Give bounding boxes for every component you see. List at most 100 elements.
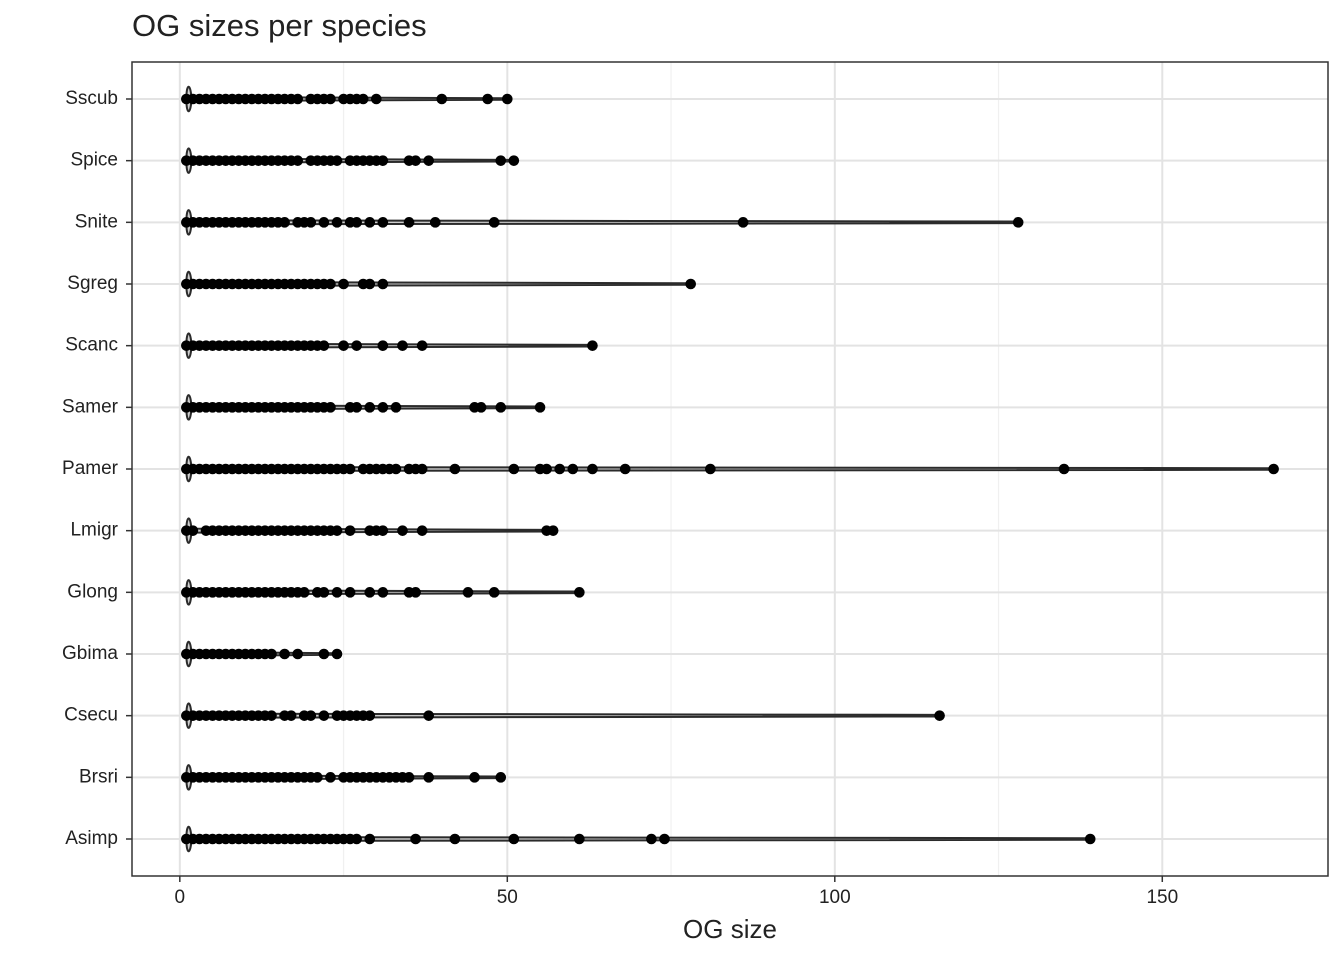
point bbox=[659, 833, 670, 845]
point bbox=[390, 463, 402, 475]
point bbox=[574, 587, 585, 598]
point bbox=[377, 340, 389, 351]
species-row bbox=[181, 517, 559, 544]
point bbox=[279, 217, 290, 228]
point bbox=[364, 402, 376, 413]
point bbox=[508, 463, 520, 475]
point bbox=[416, 340, 428, 351]
species-row bbox=[181, 332, 598, 359]
point bbox=[449, 463, 461, 475]
point bbox=[377, 155, 389, 166]
point bbox=[338, 278, 349, 290]
point bbox=[397, 525, 408, 536]
point bbox=[318, 648, 330, 660]
point bbox=[403, 217, 415, 228]
point bbox=[325, 93, 336, 105]
y-tick-label: Sgreg bbox=[67, 273, 118, 294]
point bbox=[377, 402, 389, 413]
point bbox=[305, 710, 317, 721]
y-tick-label: Lmigr bbox=[70, 520, 118, 541]
point bbox=[429, 217, 441, 228]
point bbox=[705, 463, 716, 475]
point bbox=[416, 463, 428, 475]
point bbox=[364, 710, 376, 721]
point bbox=[508, 155, 520, 166]
point bbox=[377, 217, 389, 228]
point bbox=[619, 463, 631, 475]
point bbox=[266, 648, 277, 660]
point bbox=[377, 525, 389, 536]
point bbox=[462, 587, 474, 598]
point bbox=[436, 93, 448, 105]
point bbox=[331, 217, 343, 228]
point bbox=[587, 340, 598, 351]
point bbox=[305, 217, 317, 228]
point bbox=[934, 710, 945, 721]
point bbox=[737, 217, 749, 228]
point bbox=[318, 217, 330, 228]
point bbox=[279, 648, 290, 660]
species-row bbox=[181, 825, 1096, 853]
y-tick-label: Brsri bbox=[79, 766, 118, 787]
x-axis-title: OG size bbox=[683, 914, 777, 944]
point bbox=[495, 155, 507, 166]
point bbox=[331, 155, 343, 166]
y-tick-label: Pamer bbox=[62, 458, 119, 479]
point bbox=[1058, 463, 1070, 475]
panel-border bbox=[131, 61, 1329, 877]
point bbox=[331, 587, 343, 598]
point bbox=[410, 587, 421, 598]
y-tick-label: Spice bbox=[70, 150, 118, 171]
species-row bbox=[181, 209, 1024, 236]
point bbox=[325, 278, 336, 290]
point bbox=[344, 463, 356, 475]
point bbox=[449, 833, 461, 845]
point bbox=[285, 710, 297, 721]
point bbox=[266, 710, 277, 721]
species-row bbox=[181, 702, 945, 729]
point bbox=[410, 155, 421, 166]
point bbox=[292, 155, 304, 166]
y-tick-label: Scanc bbox=[65, 335, 118, 356]
x-tick-label: 150 bbox=[1146, 887, 1178, 908]
point bbox=[357, 93, 369, 105]
point bbox=[534, 402, 546, 413]
point bbox=[318, 710, 330, 721]
y-tick-label: Samer bbox=[62, 396, 119, 417]
point bbox=[390, 402, 402, 413]
point bbox=[403, 772, 415, 783]
point bbox=[351, 217, 362, 228]
y-tick-label: Glong bbox=[67, 581, 118, 602]
point bbox=[344, 587, 356, 598]
point bbox=[351, 402, 362, 413]
point bbox=[502, 93, 513, 105]
point bbox=[325, 402, 336, 413]
point bbox=[338, 340, 349, 351]
point bbox=[1268, 463, 1279, 475]
point bbox=[488, 217, 500, 228]
point bbox=[423, 772, 435, 783]
species-row bbox=[181, 270, 697, 298]
point bbox=[325, 772, 336, 783]
x-tick-label: 100 bbox=[819, 887, 851, 908]
point bbox=[364, 587, 376, 598]
point bbox=[482, 93, 493, 105]
point bbox=[541, 463, 552, 475]
point bbox=[298, 587, 310, 598]
point bbox=[187, 525, 199, 536]
species-row bbox=[181, 640, 343, 668]
point bbox=[587, 463, 598, 475]
point bbox=[574, 833, 585, 845]
point bbox=[495, 402, 507, 413]
point bbox=[292, 648, 304, 660]
point bbox=[364, 833, 376, 845]
point bbox=[377, 587, 389, 598]
point bbox=[554, 463, 566, 475]
point bbox=[371, 93, 382, 105]
x-tick-label: 0 bbox=[175, 887, 186, 908]
y-tick-label: Sscub bbox=[65, 88, 118, 109]
y-tick-label: Gbima bbox=[62, 643, 118, 664]
point bbox=[364, 217, 376, 228]
